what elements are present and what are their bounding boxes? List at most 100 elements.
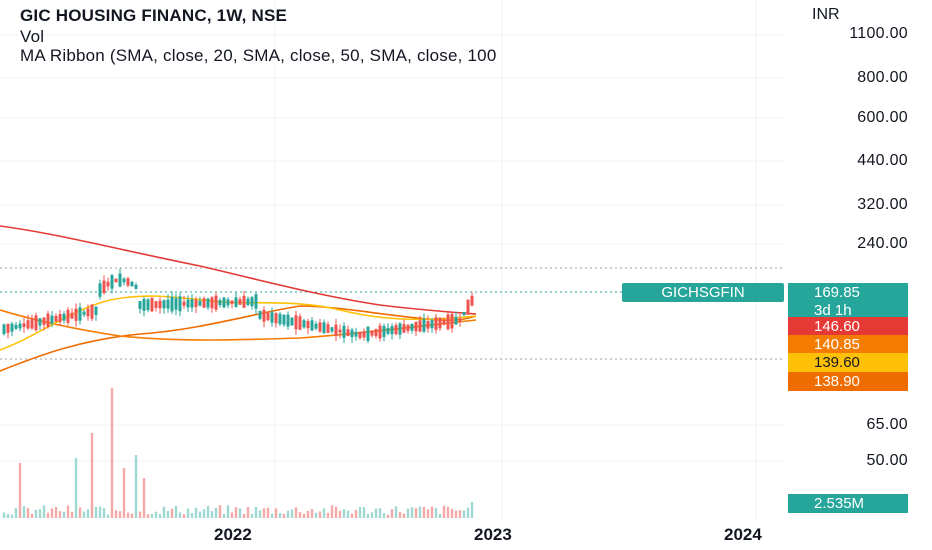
volume-bar xyxy=(306,511,310,518)
volume-bar xyxy=(194,507,198,518)
candle-body xyxy=(182,301,186,306)
chart-legend-title[interactable]: GIC HOUSING FINANC, 1W, NSE xyxy=(20,6,288,25)
candle-body xyxy=(234,297,238,307)
volume-bar xyxy=(262,508,266,518)
volume-bar xyxy=(354,509,358,518)
candle-body xyxy=(10,323,14,332)
volume-bar xyxy=(170,508,174,518)
candle-body xyxy=(406,324,410,332)
candle-body xyxy=(374,329,378,337)
volume-bar xyxy=(182,514,186,518)
candle-body xyxy=(350,329,354,338)
candle-body xyxy=(254,294,258,309)
candle-body xyxy=(298,316,302,330)
candle-body xyxy=(170,296,174,312)
volume-bar xyxy=(218,505,222,518)
volume-bar xyxy=(250,513,254,518)
candle-body xyxy=(266,312,270,321)
volume-bar xyxy=(158,514,162,518)
volume-bar xyxy=(346,510,350,518)
candle-body xyxy=(454,316,458,325)
candle-body xyxy=(434,317,438,330)
volume-bar xyxy=(450,508,454,518)
volume-bar xyxy=(258,510,262,518)
ticker-badge[interactable]: GICHSGFIN xyxy=(622,283,784,302)
candle-body xyxy=(282,314,286,325)
candle-body xyxy=(466,299,470,315)
volume-bar xyxy=(142,478,146,518)
volume-bar xyxy=(326,512,330,518)
candle-body xyxy=(58,314,62,322)
volume-bar xyxy=(86,509,90,518)
countdown-tag: 3d 1h xyxy=(788,301,908,320)
volume-bar xyxy=(66,505,70,518)
volume-bar xyxy=(294,507,298,518)
candle-body xyxy=(134,284,138,289)
candle-body xyxy=(230,300,234,304)
candle-body xyxy=(334,324,338,336)
candle-body xyxy=(238,299,242,305)
volume-bar xyxy=(186,508,190,518)
price-tick: 1100.00 xyxy=(849,25,908,42)
volume-bar xyxy=(282,513,286,518)
volume-bar xyxy=(386,514,390,518)
price-tick: 440.00 xyxy=(857,152,908,169)
volume-legend[interactable]: Vol xyxy=(20,27,45,46)
volume-bar xyxy=(26,507,30,518)
volume-bar xyxy=(290,509,294,518)
time-tick: 2024 xyxy=(724,525,762,544)
candle-body xyxy=(118,273,122,287)
candle-body xyxy=(194,299,198,308)
price-tick: 320.00 xyxy=(857,196,908,213)
candle-body xyxy=(150,297,154,312)
volume-bar xyxy=(462,510,466,518)
candle-body xyxy=(122,278,126,283)
volume-bar xyxy=(134,455,138,518)
volume-bar xyxy=(374,508,378,518)
volume-bar xyxy=(454,510,458,518)
candle-body xyxy=(222,297,226,308)
volume-bar xyxy=(338,510,342,518)
candle-body xyxy=(218,300,222,306)
candle-body xyxy=(442,320,446,325)
candle-body xyxy=(286,314,290,327)
candle-body xyxy=(346,329,350,336)
volume-bar xyxy=(154,511,158,518)
volume-bar xyxy=(46,512,50,518)
volume-bar xyxy=(330,505,334,518)
candle-body xyxy=(302,320,306,328)
candle-body xyxy=(294,315,298,330)
volume-bar xyxy=(238,508,242,518)
volume-bar xyxy=(118,511,122,518)
volume-bar xyxy=(230,512,234,518)
volume-bar xyxy=(350,513,354,518)
price-tick: 50.00 xyxy=(866,452,908,469)
volume-bar xyxy=(418,506,422,518)
candle-body xyxy=(190,299,194,308)
candle-body xyxy=(362,331,366,338)
volume-bar xyxy=(318,511,322,518)
volume-bar xyxy=(126,512,130,518)
candle-body xyxy=(18,323,22,329)
candle-body xyxy=(66,309,70,323)
volume-bar xyxy=(6,514,10,518)
ma-price-tag-red: 146.60 xyxy=(788,317,908,336)
candle-body xyxy=(470,295,474,306)
candle-body xyxy=(114,278,118,283)
candle-body xyxy=(62,313,66,321)
candle-body xyxy=(2,324,6,335)
candle-body xyxy=(366,326,370,341)
volume-bar xyxy=(202,509,206,518)
volume-bar xyxy=(270,513,274,518)
volume-bar xyxy=(382,513,386,518)
candle-body xyxy=(326,324,330,334)
candle-body xyxy=(426,320,430,329)
volume-bar xyxy=(50,508,54,518)
candle-body xyxy=(410,323,414,331)
candle-body xyxy=(22,323,26,328)
candle-body xyxy=(210,297,214,309)
ma-ribbon-legend[interactable]: MA Ribbon (SMA, close, 20, SMA, close, 5… xyxy=(20,46,497,65)
candle-body xyxy=(78,307,82,321)
volume-bar xyxy=(166,510,170,518)
